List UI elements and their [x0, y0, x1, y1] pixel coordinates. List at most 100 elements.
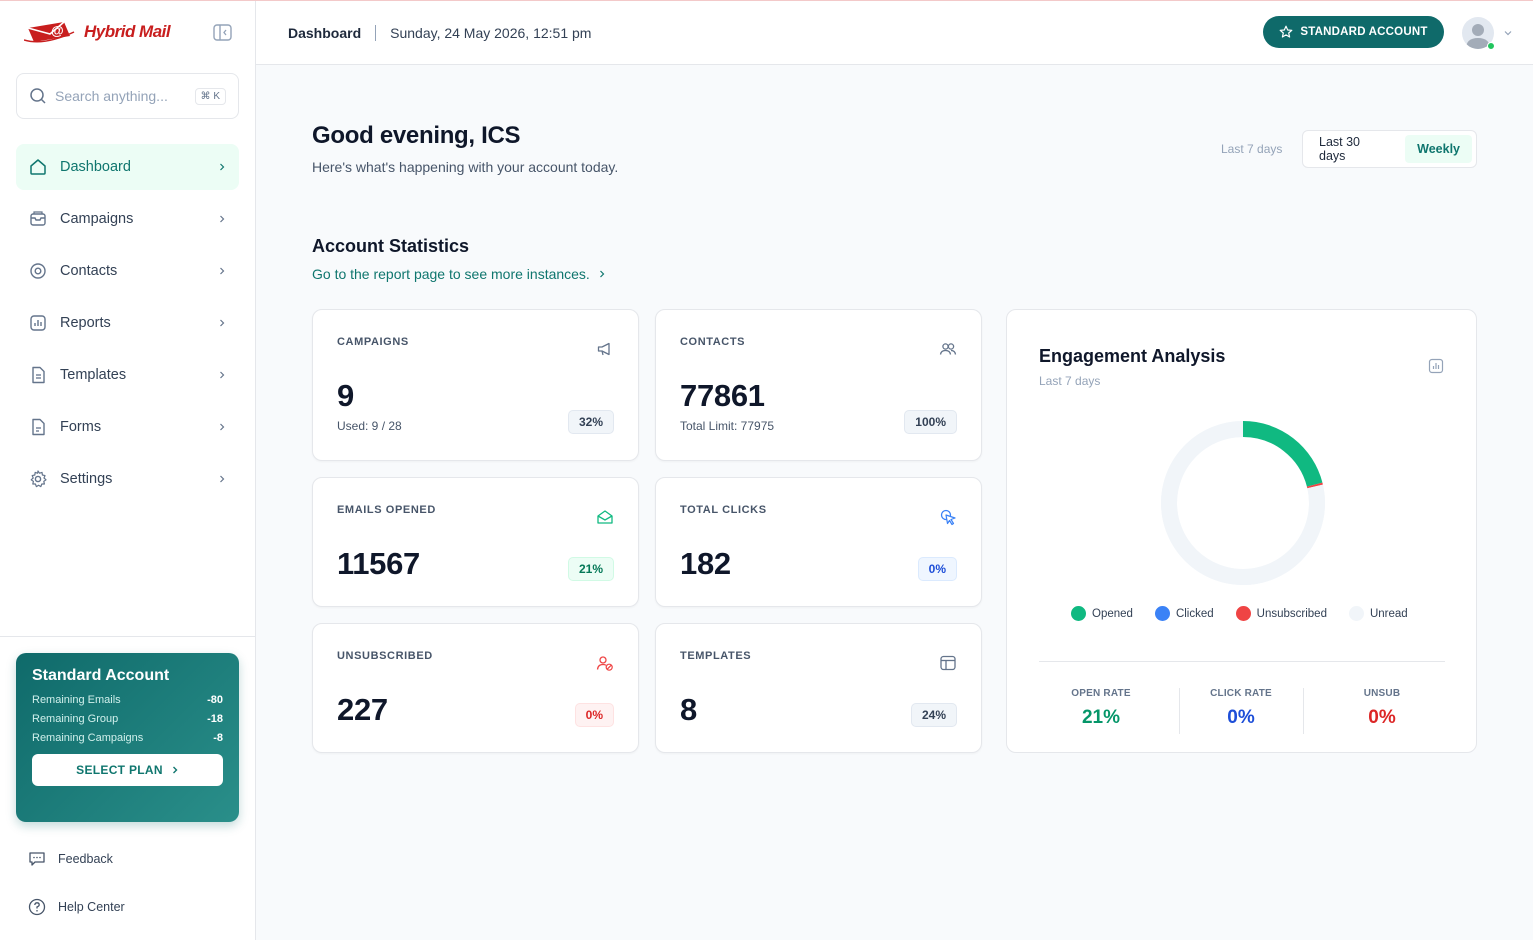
user-avatar-icon: [1466, 24, 1490, 49]
document-icon: [32, 366, 45, 384]
help-circle-icon: [28, 898, 46, 916]
stat-card-contacts[interactable]: CONTACTS 77861 Total Limit: 77975 100%: [655, 309, 982, 461]
stat-label: TOTAL CLICKS: [680, 504, 767, 516]
bar-chart-icon[interactable]: [1428, 358, 1444, 374]
donut-slice-opened: [1242, 421, 1323, 487]
plan-row-label: Remaining Emails: [32, 694, 121, 706]
metric-open-rate: OPEN RATE 21%: [1046, 688, 1156, 729]
stat-label: TEMPLATES: [680, 650, 752, 662]
sidebar-item-templates[interactable]: Templates: [16, 352, 239, 398]
mailbox-icon: [30, 211, 46, 226]
stat-label: CAMPAIGNS: [337, 336, 409, 348]
stat-card-unsubscribed[interactable]: UNSUBSCRIBED 227 0%: [312, 623, 639, 753]
stat-sub: Total Limit: 77975: [680, 419, 775, 433]
stat-card-campaigns[interactable]: CAMPAIGNS 9 Used: 9 / 28 32%: [312, 309, 639, 461]
legend-item-opened: Opened: [1071, 606, 1133, 621]
metric-value: 21%: [1081, 707, 1121, 728]
metric-label: OPEN RATE: [1071, 688, 1131, 699]
plan-row-value: -80: [207, 694, 223, 706]
range-option-last-30-days[interactable]: Last 30 days: [1319, 135, 1361, 163]
top-accent-line: [0, 0, 1533, 1]
stat-value: 182: [680, 546, 731, 581]
help-center-label: Help Center: [58, 900, 125, 914]
stat-value: 77861: [680, 378, 765, 413]
legend-item-unsubscribed: Unsubscribed: [1235, 606, 1327, 621]
date-range-toggle: Last 30 days Weekly: [1302, 130, 1477, 168]
sidebar-item-contacts[interactable]: Contacts: [16, 248, 239, 294]
breadcrumb-current: Dashboard: [288, 25, 362, 41]
chevron-right-icon: [220, 319, 225, 327]
sidebar-item-dashboard[interactable]: Dashboard: [16, 144, 239, 190]
engagement-divider: [1039, 661, 1445, 662]
greeting-title: Good evening, ICS: [312, 122, 521, 149]
range-label: Last 7 days: [1221, 142, 1283, 156]
plan-row-campaigns: Remaining Campaigns -8: [32, 732, 223, 744]
chevron-right-icon: [220, 267, 225, 275]
stat-badge: 21%: [567, 557, 614, 581]
select-plan-label: SELECT PLAN: [76, 763, 163, 777]
sidebar-item-settings[interactable]: Settings: [16, 456, 239, 502]
sidebar: @ Hybrid Mail Search anything... ⌘ K Das…: [0, 0, 256, 940]
sidebar-nav: Dashboard Campaigns Contacts: [16, 144, 239, 508]
current-datetime: Sunday, 24 May 2026, 12:51 pm: [390, 25, 592, 41]
sidebar-item-label: Settings: [60, 471, 113, 487]
stat-badge: 24%: [910, 703, 957, 727]
plan-row-value: -18: [207, 713, 223, 725]
metric-value: 0%: [1227, 707, 1255, 728]
stat-card-emails-opened[interactable]: EMAILS OPENED 11567 21%: [312, 477, 639, 607]
gear-icon: [30, 470, 47, 488]
legend-swatch: [1154, 606, 1170, 621]
select-plan-button[interactable]: SELECT PLAN: [32, 754, 223, 786]
brand-logo[interactable]: @ Hybrid Mail: [24, 18, 171, 46]
chart-legend: Opened Clicked Unsubscribed Unread: [1071, 606, 1408, 621]
stat-value: 11567: [337, 546, 420, 581]
metric-unsub: UNSUB 0%: [1327, 688, 1437, 729]
stat-label: UNSUBSCRIBED: [337, 650, 433, 662]
legend-item-clicked: Clicked: [1154, 606, 1214, 621]
help-center-link[interactable]: Help Center: [28, 898, 125, 916]
search-input[interactable]: Search anything... ⌘ K: [16, 73, 239, 119]
brand-name: Hybrid Mail: [84, 22, 171, 41]
sidebar-item-reports[interactable]: Reports: [16, 300, 239, 346]
plan-row-label: Remaining Campaigns: [32, 732, 144, 744]
engagement-donut-chart: [1161, 421, 1325, 585]
star-icon: [1280, 25, 1293, 38]
range-option-weekly[interactable]: Weekly: [1405, 135, 1472, 163]
engagement-title: Engagement Analysis: [1039, 346, 1226, 366]
sidebar-item-label: Dashboard: [60, 159, 131, 175]
metric-divider: [1303, 688, 1304, 734]
search-shortcut-badge: ⌘ K: [194, 87, 226, 105]
stat-value: 8: [680, 692, 697, 727]
feedback-link[interactable]: Feedback: [28, 850, 113, 868]
stat-card-templates[interactable]: TEMPLATES 8 24%: [655, 623, 982, 753]
sidebar-toggle-icon: [213, 24, 232, 41]
home-icon: [30, 159, 46, 175]
search-icon: [30, 88, 46, 104]
legend-label: Clicked: [1175, 607, 1214, 620]
donut-slice-unread: [1161, 421, 1325, 585]
chevron-right-icon: [220, 163, 225, 171]
plan-row-label: Remaining Group: [32, 713, 119, 725]
legend-swatch: [1348, 606, 1364, 621]
stat-value: 227: [337, 692, 388, 727]
chevron-down-icon[interactable]: [1503, 28, 1513, 38]
sidebar-item-label: Forms: [60, 419, 102, 435]
sidebar-item-label: Templates: [60, 367, 127, 383]
sidebar-item-forms[interactable]: Forms: [16, 404, 239, 450]
plan-row-value: -8: [213, 732, 223, 744]
plan-title: Standard Account: [32, 667, 170, 684]
stat-card-total-clicks[interactable]: TOTAL CLICKS 182 0%: [655, 477, 982, 607]
sidebar-item-campaigns[interactable]: Campaigns: [16, 196, 239, 242]
chevron-right-icon: [220, 475, 225, 483]
layout-icon: [940, 655, 956, 671]
online-status-dot: [1487, 42, 1495, 50]
breadcrumb-separator: [375, 25, 377, 41]
search-placeholder: Search anything...: [55, 88, 168, 104]
collapse-sidebar-button[interactable]: [212, 23, 234, 43]
at-sign-icon: [30, 263, 46, 279]
report-page-link[interactable]: Go to the report page to see more instan…: [312, 266, 606, 282]
sidebar-item-label: Contacts: [60, 263, 118, 279]
engagement-subtitle: Last 7 days: [1039, 374, 1101, 388]
standard-account-button[interactable]: STANDARD ACCOUNT: [1263, 16, 1444, 48]
legend-swatch: [1235, 606, 1251, 621]
